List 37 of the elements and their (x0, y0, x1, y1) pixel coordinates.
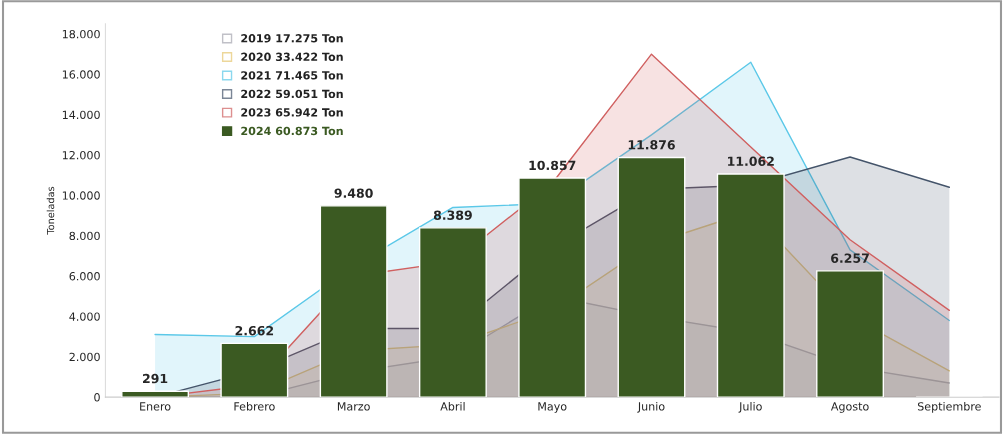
data-label: 9.480 (334, 188, 373, 198)
legend-label: 2022 59.051 Ton (241, 89, 343, 99)
legend-label: 2020 33.422 Ton (241, 52, 343, 61)
y-tick-label: 4.000 (69, 312, 100, 321)
x-tick-label: Febrero (234, 401, 275, 411)
x-tick-label: Septiembre (917, 401, 981, 413)
x-tick-label: Marzo (337, 402, 370, 411)
data-label: 291 (143, 373, 168, 384)
x-tick-label: Enero (140, 402, 171, 411)
legend-label: 2024 60.873 Ton (241, 126, 343, 136)
x-tick-label: Junio (637, 401, 665, 413)
bar (220, 342, 289, 398)
bar (418, 227, 487, 398)
x-tick-label: Mayo (538, 402, 567, 413)
x-tick-label: Julio (738, 401, 762, 413)
y-tick-label: 14.000 (62, 110, 100, 120)
y-tick-label: 16.000 (62, 70, 100, 79)
y-tick-label: 6.000 (69, 272, 100, 281)
y-axis-title: Toneladas (46, 186, 55, 235)
data-label: 6.257 (831, 253, 869, 263)
bar (716, 173, 785, 398)
x-tick-label: Agosto (830, 402, 869, 413)
legend-label: 2019 17.275 Ton (241, 34, 343, 43)
y-tick-label: 12.000 (62, 150, 100, 160)
y-tick-label: 2.000 (69, 352, 100, 362)
y-tick-label: 8.000 (69, 231, 100, 241)
bar (121, 390, 190, 398)
legend-label: 2023 65.942 Ton (241, 108, 343, 117)
bar (319, 205, 388, 398)
y-tick-label: 18.000 (62, 29, 100, 39)
bar (816, 270, 885, 398)
bar (518, 177, 587, 398)
y-tick-label: 0 (94, 393, 100, 402)
legend-label: 2021 71.465 Ton (241, 71, 343, 80)
x-tick-label: Abril (440, 401, 465, 411)
bar (617, 156, 686, 398)
y-tick-label: 10.000 (62, 191, 100, 200)
